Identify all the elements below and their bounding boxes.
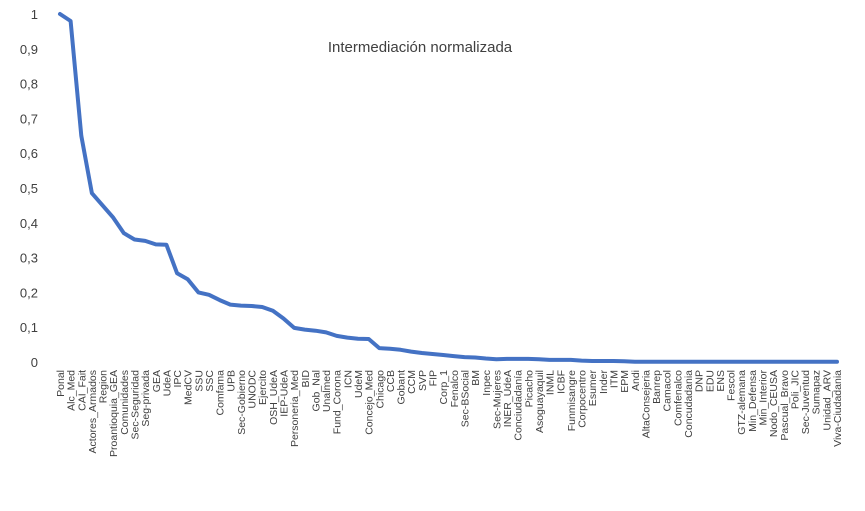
x-tick-label: Gob_Nal: [311, 370, 323, 411]
x-tick-label: Sec-BSocial: [460, 370, 472, 427]
x-tick-label: Region: [98, 370, 110, 403]
x-tick-label: Sec-Mujeres: [491, 370, 503, 429]
x-tick-label: EDU: [704, 370, 716, 392]
x-tick-label: Corpocentro: [577, 370, 589, 428]
x-tick-label: Banrep: [651, 370, 663, 404]
y-tick-label: 0,1: [20, 320, 38, 335]
x-tick-label: Ejercito: [257, 370, 269, 405]
x-tick-label: Viva-Ciudadania: [832, 370, 844, 447]
x-tick-label: Camacol: [662, 370, 674, 411]
y-tick-label: 0,6: [20, 146, 38, 161]
x-tick-label: CCB: [385, 370, 397, 392]
x-tick-label: Picacho: [523, 370, 535, 408]
y-tick-label: 1: [31, 7, 38, 22]
x-tick-label: IEP-UdeA: [279, 370, 291, 417]
x-tick-label: Esumer: [587, 370, 599, 407]
x-tick-label: Alc_Med: [66, 370, 78, 411]
x-tick-label: Comfama: [215, 370, 227, 416]
x-tick-label: Sec-Gobierno: [236, 370, 248, 435]
x-tick-label: CAI_Fait: [76, 370, 88, 411]
x-tick-label: BM: [470, 370, 482, 386]
x-tick-label: Min_Defensa: [747, 370, 759, 432]
x-tick-label: Comunidades: [119, 370, 131, 435]
y-tick-label: 0,3: [20, 251, 38, 266]
x-tick-label: Concudadania: [683, 370, 695, 438]
x-tick-label: ENS: [715, 370, 727, 392]
x-tick-label: UdeM: [353, 370, 365, 398]
x-tick-label: Funmisangre: [566, 370, 578, 431]
x-tick-label: SSC: [204, 370, 216, 392]
x-tick-label: Fescol: [726, 370, 738, 401]
x-tick-label: BID: [300, 370, 312, 388]
y-tick-label: 0: [31, 355, 38, 370]
chart-title: Intermediación normalizada: [328, 39, 513, 56]
x-tick-label: Nodo_CEUSA: [768, 370, 780, 437]
x-tick-label: SSU: [193, 370, 205, 392]
x-tick-label: EPM: [619, 370, 631, 393]
y-tick-label: 0,2: [20, 285, 38, 300]
x-tick-label: FIP: [428, 370, 440, 386]
x-tick-label: Seg-privada: [140, 370, 152, 427]
x-tick-label: Poli_JIC: [789, 370, 801, 410]
x-tick-label: Ponal: [55, 370, 67, 397]
x-tick-label: Corp_1: [438, 370, 450, 405]
x-tick-label: ICBF: [555, 370, 567, 394]
x-tick-label: Gobant: [396, 370, 408, 405]
x-tick-label: GTZ-alemana: [736, 370, 748, 435]
x-tick-label: GEA: [151, 370, 163, 392]
x-tick-label: Min_Interior: [758, 370, 770, 426]
x-tick-label: OSH_UdeA: [268, 370, 280, 425]
y-tick-label: 0,7: [20, 111, 38, 126]
series-line: [58, 12, 839, 364]
x-tick-label: Fund_Corona: [332, 370, 344, 434]
x-tick-label: Proantioquia_GEA: [108, 370, 120, 457]
x-tick-label: UNODC: [247, 370, 259, 409]
x-tick-label: Fenalco: [449, 370, 461, 408]
x-tick-label: Asoguayaquil: [534, 370, 546, 433]
y-tick-label: 0,8: [20, 77, 38, 92]
x-tick-label: Personeria_Med: [289, 370, 301, 447]
x-tick-label: MedCV: [183, 370, 195, 405]
x-tick-label: ITM: [609, 370, 621, 388]
x-tick-label: Inpec: [481, 370, 493, 396]
x-tick-label: Sumapaz: [811, 370, 823, 414]
x-tick-label: Inder: [598, 370, 610, 394]
x-tick-label: INML: [545, 370, 557, 395]
x-tick-label: Actores_Armados: [87, 370, 99, 453]
x-tick-label: Conciudadanía: [513, 370, 525, 441]
x-tick-label: Sec-Seguridad: [130, 370, 142, 440]
x-tick-label: CCM: [406, 370, 418, 394]
x-tick-label: DNP: [694, 370, 706, 392]
y-axis: 0 0,1 0,2 0,3 0,4 0,5 0,6 0,7 0,8 0,9 1: [20, 7, 38, 370]
y-tick-label: 0,5: [20, 181, 38, 196]
x-axis: PonalAlc_MedCAI_FaitActores_ArmadosRegio…: [55, 370, 844, 457]
x-tick-label: Andi: [630, 370, 642, 391]
x-tick-label: ICN: [342, 370, 354, 388]
x-tick-label: AltaConsejeria: [640, 370, 652, 438]
x-tick-label: Unidad_ARV: [821, 370, 833, 431]
x-tick-label: SVP: [417, 370, 429, 391]
x-tick-label: Concejo_Med: [364, 370, 376, 435]
x-tick-label: IPC: [172, 370, 184, 388]
x-tick-label: Pascual_Bravo: [779, 370, 791, 441]
x-tick-label: UdeA: [161, 370, 173, 396]
x-tick-label: UPB: [225, 370, 237, 392]
x-tick-label: Chicago: [374, 370, 386, 409]
x-tick-label: Unalmed: [321, 370, 333, 412]
x-tick-label: INER_UdeA: [502, 370, 514, 427]
x-tick-label: Comfenalco: [672, 370, 684, 426]
x-tick-label: Sec-Juventud: [800, 370, 812, 434]
y-tick-label: 0,9: [20, 42, 38, 57]
y-tick-label: 0,4: [20, 216, 38, 231]
